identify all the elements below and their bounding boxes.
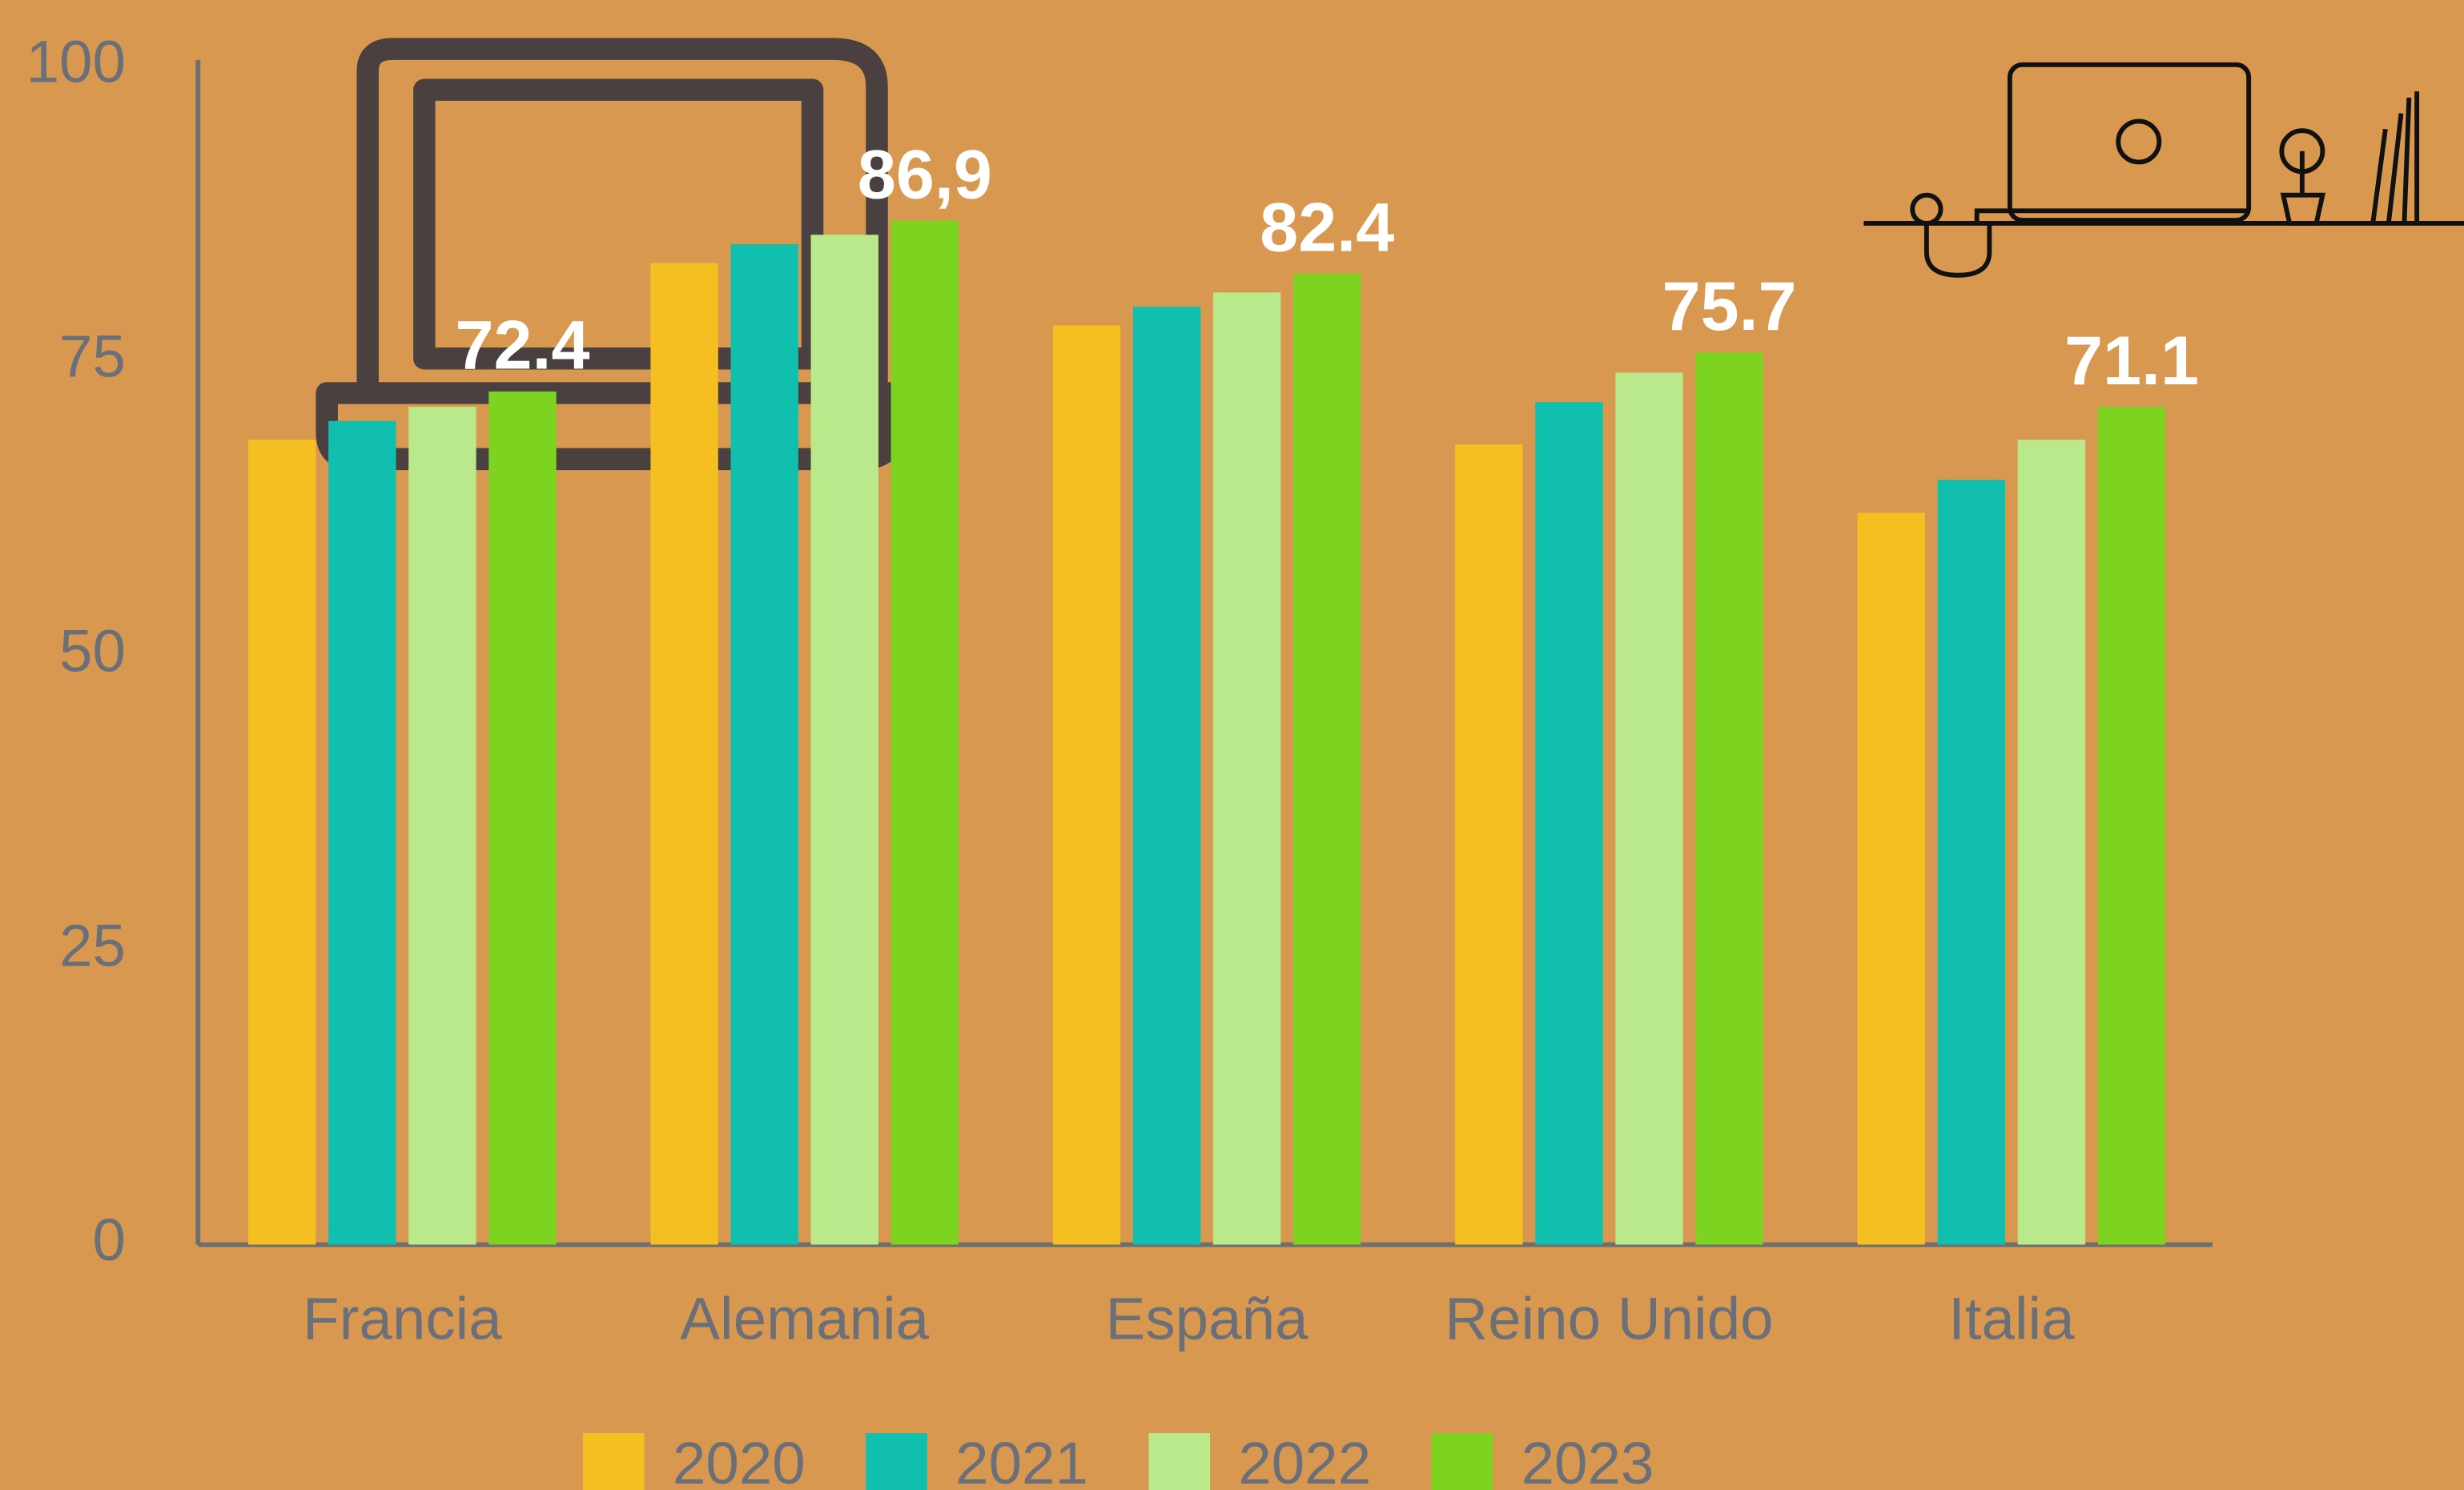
desk-illustration bbox=[1863, 65, 2464, 275]
legend-swatch bbox=[583, 1433, 645, 1490]
bar bbox=[2098, 407, 2165, 1244]
legend-label: 2023 bbox=[1521, 1429, 1654, 1490]
y-tick-label: 75 bbox=[59, 322, 126, 389]
bar bbox=[1293, 274, 1361, 1245]
bar bbox=[811, 235, 878, 1244]
bar bbox=[1615, 372, 1682, 1244]
bar bbox=[2018, 440, 2085, 1244]
bar bbox=[1938, 480, 2005, 1244]
legend-label: 2021 bbox=[955, 1429, 1088, 1490]
legend-label: 2022 bbox=[1238, 1429, 1371, 1490]
bar bbox=[1858, 513, 1925, 1245]
bar bbox=[408, 407, 476, 1244]
bar bbox=[1535, 402, 1602, 1244]
page: {"chart_data": {"type": "bar", "categori… bbox=[0, 0, 2464, 1490]
laptop-illustration bbox=[327, 49, 890, 459]
bar bbox=[248, 440, 316, 1244]
bar bbox=[891, 221, 959, 1245]
value-label: 72.4 bbox=[455, 307, 589, 384]
bar bbox=[1053, 326, 1120, 1245]
value-label: 82.4 bbox=[1260, 190, 1394, 267]
bar bbox=[731, 244, 798, 1245]
bar bbox=[650, 263, 717, 1245]
bar bbox=[328, 421, 396, 1245]
x-tick-label: Italia bbox=[1948, 1284, 2075, 1351]
value-label: 71.1 bbox=[2064, 323, 2199, 400]
value-label: 75.7 bbox=[1662, 268, 1797, 345]
bar bbox=[1695, 352, 1763, 1244]
bar bbox=[488, 392, 556, 1245]
value-label: 86,9 bbox=[858, 136, 992, 213]
bar bbox=[1455, 444, 1522, 1244]
y-tick-label: 100 bbox=[26, 27, 126, 94]
legend-label: 2020 bbox=[673, 1429, 806, 1490]
x-tick-label: Reino Unido bbox=[1445, 1284, 1773, 1351]
chart: 0 25 50 75 100 Francia 72.4 Alemania 86,9 España 8… bbox=[0, 0, 2464, 1490]
legend-swatch bbox=[1432, 1433, 1493, 1490]
bar bbox=[1213, 292, 1280, 1244]
bar bbox=[1133, 307, 1200, 1245]
legend-swatch bbox=[866, 1433, 927, 1490]
y-tick-label: 0 bbox=[93, 1206, 126, 1273]
y-tick-label: 25 bbox=[59, 911, 126, 978]
x-tick-label: Alemania bbox=[680, 1284, 929, 1351]
x-tick-label: Francia bbox=[303, 1284, 502, 1351]
x-tick-label: España bbox=[1106, 1284, 1308, 1351]
y-tick-label: 50 bbox=[59, 616, 126, 684]
legend-swatch bbox=[1148, 1433, 1210, 1490]
